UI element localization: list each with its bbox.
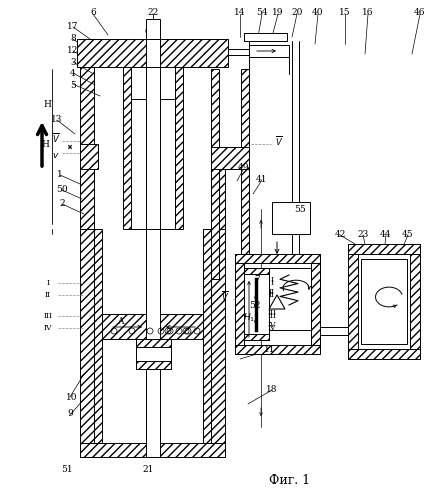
Text: II: II (45, 291, 51, 299)
Text: III: III (43, 312, 52, 320)
Bar (146, 433, 160, 443)
Text: 46: 46 (413, 7, 425, 16)
Text: 1: 1 (57, 170, 63, 179)
Text: 44: 44 (379, 230, 391, 239)
Bar (243, 33, 286, 41)
Bar (146, 39, 160, 67)
Bar (136, 339, 171, 347)
Text: I: I (270, 279, 273, 287)
Bar (175, 59, 183, 229)
Bar (80, 144, 98, 169)
Bar (271, 202, 309, 234)
Text: 17: 17 (67, 21, 79, 30)
Text: 11: 11 (264, 344, 275, 353)
Bar (347, 254, 357, 349)
Bar (211, 69, 218, 279)
Bar (136, 361, 171, 369)
Text: 40: 40 (311, 7, 323, 16)
Bar (211, 147, 249, 169)
Bar (123, 59, 131, 229)
Bar (243, 268, 268, 340)
Text: 45: 45 (401, 230, 413, 239)
Text: 54: 54 (255, 7, 267, 16)
Bar (136, 339, 171, 369)
Bar (243, 268, 268, 274)
Text: 12: 12 (67, 45, 79, 54)
Bar (80, 443, 224, 457)
Text: 51: 51 (61, 465, 73, 474)
Text: 15: 15 (338, 7, 350, 16)
Text: $\overline{V}$: $\overline{V}$ (221, 289, 229, 303)
Text: 9: 9 (67, 410, 73, 419)
Bar (249, 45, 289, 57)
Text: 2: 2 (59, 199, 64, 208)
Text: Фиг. 1: Фиг. 1 (269, 475, 310, 488)
Bar (146, 19, 160, 39)
Bar (203, 229, 211, 443)
Text: $\overline{V}$: $\overline{V}$ (274, 134, 283, 148)
Bar (347, 244, 419, 359)
Text: IV: IV (267, 321, 276, 329)
Bar (234, 345, 319, 354)
Text: A: A (117, 316, 123, 325)
Text: 18: 18 (266, 385, 277, 394)
Text: 8: 8 (70, 33, 76, 42)
Text: 49: 49 (238, 163, 249, 172)
Bar (131, 99, 175, 229)
Text: II: II (268, 291, 274, 299)
Text: 41: 41 (256, 175, 267, 184)
Text: I: I (46, 279, 49, 287)
Bar (211, 149, 224, 229)
Text: 4: 4 (70, 68, 76, 77)
Bar (234, 263, 243, 345)
Text: 42: 42 (334, 230, 345, 239)
Text: 10: 10 (66, 393, 77, 402)
Text: H: H (43, 99, 51, 108)
Text: IV: IV (44, 324, 52, 332)
Text: II: II (268, 288, 274, 296)
Bar (211, 229, 224, 457)
Text: 13: 13 (51, 114, 62, 123)
Bar (255, 278, 258, 332)
Text: 22: 22 (147, 7, 158, 16)
Text: 20: 20 (291, 7, 302, 16)
Text: 14: 14 (234, 7, 245, 16)
Text: 6: 6 (90, 7, 95, 16)
Text: 55: 55 (293, 205, 305, 214)
Bar (77, 39, 227, 67)
Bar (240, 69, 249, 279)
Bar (80, 59, 94, 229)
Text: $v$: $v$ (52, 151, 60, 160)
Text: I: I (270, 276, 273, 284)
Text: 23: 23 (356, 230, 368, 239)
Text: $H_1$: $H_1$ (242, 312, 255, 324)
Text: 3: 3 (70, 57, 76, 66)
Bar (347, 244, 419, 254)
Text: III: III (267, 309, 276, 317)
Text: 5: 5 (70, 80, 76, 89)
Text: 7: 7 (254, 274, 259, 283)
Bar (234, 254, 319, 354)
Text: 16: 16 (361, 7, 373, 16)
Text: 52: 52 (249, 300, 260, 309)
Bar (146, 59, 160, 229)
Bar (409, 254, 419, 349)
Text: 50: 50 (56, 185, 68, 194)
Text: H: H (41, 140, 49, 149)
Text: 19: 19 (272, 7, 283, 16)
Bar (80, 229, 94, 457)
Bar (268, 268, 310, 330)
Bar (146, 229, 160, 457)
Text: III: III (267, 312, 276, 320)
Bar (360, 259, 406, 344)
Text: 21: 21 (142, 465, 154, 474)
Text: IV: IV (267, 324, 276, 332)
Bar (94, 229, 102, 443)
Bar (347, 349, 419, 359)
Bar (243, 334, 268, 340)
Bar (102, 314, 203, 339)
Text: $\overline{V}$: $\overline{V}$ (52, 131, 60, 145)
Bar (310, 263, 319, 345)
Bar (234, 254, 319, 263)
